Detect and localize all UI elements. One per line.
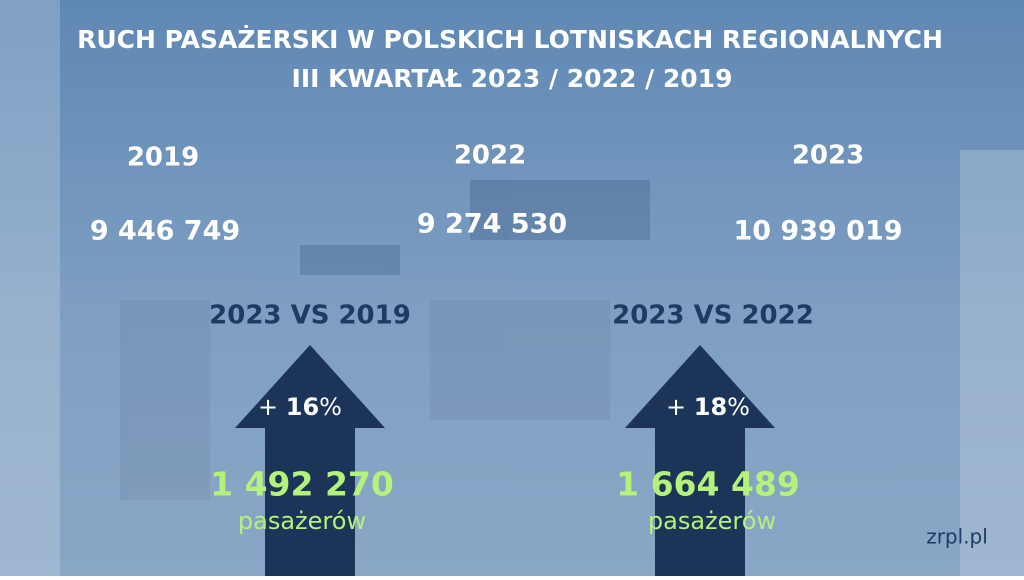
difference-unit: pasażerów: [238, 507, 366, 535]
source: zrpl.pl: [926, 525, 988, 549]
subtitle: III KWARTAŁ 2023 / 2022 / 2019: [292, 64, 733, 93]
title: RUCH PASAŻERSKI W POLSKICH LOTNISKACH RE…: [77, 25, 943, 54]
passenger-count: 9 274 530: [417, 209, 567, 240]
comparison-label: 2023 VS 2019: [209, 301, 411, 331]
year: 2022: [454, 141, 526, 171]
unit: %: [727, 393, 750, 421]
year: 2019: [127, 143, 199, 173]
difference-unit: pasażerów: [648, 507, 776, 535]
up-arrow: [625, 345, 775, 576]
passenger-count: 9 446 749: [90, 216, 240, 247]
arrows: [235, 345, 775, 576]
change: + 16%: [258, 393, 342, 421]
change-value: 16: [286, 393, 319, 421]
difference: 1 664 489: [616, 465, 800, 504]
year: 2023: [792, 141, 864, 171]
change: + 18%: [666, 393, 750, 421]
passenger-count: 10 939 019: [733, 216, 902, 247]
up-arrow: [235, 345, 385, 576]
comparison-label: 2023 VS 2022: [612, 301, 814, 331]
change-value: 18: [694, 393, 727, 421]
sign: +: [666, 393, 686, 421]
unit: %: [319, 393, 342, 421]
difference: 1 492 270: [210, 465, 394, 504]
sign: +: [258, 393, 278, 421]
